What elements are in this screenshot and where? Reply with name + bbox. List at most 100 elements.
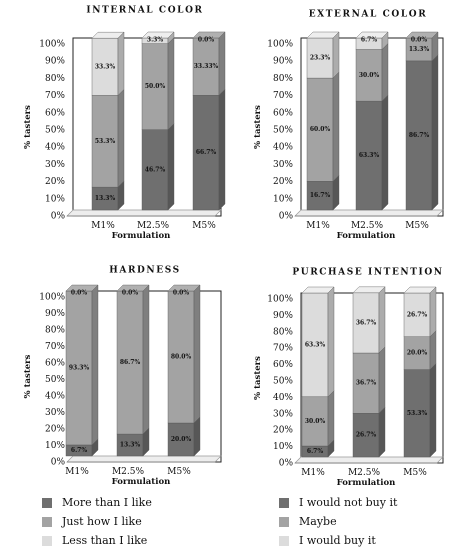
chart-title: PURCHASE INTENTION (292, 268, 443, 278)
data-label: 36.7% (356, 380, 377, 387)
x-tick-label: M2.5% (351, 221, 384, 231)
legend-right-label: I would not buy it (299, 496, 398, 509)
bar-side (430, 287, 436, 337)
bar-side (92, 285, 98, 445)
chart-external-color: EXTERNAL COLOR0%10%20%30%40%50%60%70%80%… (253, 10, 443, 242)
y-tick-label: 60% (273, 360, 293, 370)
x-axis-label: Formulation (337, 478, 396, 488)
bar-side (194, 285, 200, 423)
data-label: 86.7% (409, 132, 430, 139)
data-label: 3.3% (147, 37, 163, 44)
y-tick-label: 60% (45, 359, 65, 369)
y-tick-label: 100% (39, 293, 65, 303)
y-tick-label: 40% (45, 392, 65, 402)
y-tick-label: 40% (45, 143, 65, 153)
y-tick-label: 40% (273, 143, 293, 153)
y-tick-label: 90% (273, 57, 293, 67)
y-tick-label: 80% (45, 74, 65, 84)
bar-side (432, 55, 438, 210)
chart-purchase-intention: PURCHASE INTENTION0%10%20%30%40%50%60%70… (253, 268, 444, 489)
data-label: 53.3% (407, 410, 428, 417)
chart-title: HARDNESS (109, 266, 180, 276)
x-tick-label: M2.5% (112, 467, 145, 477)
y-tick-label: 30% (45, 160, 65, 170)
data-label: 6.7% (307, 448, 323, 455)
data-label: 0.0% (122, 290, 138, 297)
data-label: 26.7% (407, 311, 428, 318)
y-tick-label: 10% (273, 442, 293, 452)
data-label: 13.3% (409, 46, 430, 53)
y-axis-label: % tasters (253, 105, 263, 149)
y-tick-label: 10% (45, 194, 65, 204)
bar-side (333, 72, 339, 181)
data-label: 0.0% (411, 37, 427, 44)
y-tick-label: 60% (273, 108, 293, 118)
x-tick-label: M5% (192, 221, 216, 231)
x-tick-label: M2.5% (348, 468, 381, 478)
y-axis-label: % tasters (23, 105, 33, 149)
bar-side (333, 32, 339, 78)
data-label: 20.0% (407, 350, 428, 357)
legend-right-label: Maybe (299, 515, 337, 528)
bar-side (219, 32, 225, 95)
x-tick-label: M1% (306, 221, 330, 231)
x-axis-label: Formulation (337, 231, 396, 241)
bar-side (168, 124, 174, 210)
floor (67, 210, 221, 216)
bar-side (379, 407, 385, 457)
x-axis-label: Formulation (112, 231, 171, 241)
y-tick-label: 0% (51, 458, 66, 468)
y-tick-label: 50% (273, 377, 293, 387)
y-tick-label: 50% (45, 375, 65, 385)
bar-side (328, 287, 334, 397)
y-tick-label: 0% (279, 459, 294, 469)
legend-left-swatch (42, 517, 52, 527)
data-label: 30.0% (359, 72, 380, 79)
bar-side (382, 44, 388, 102)
floor (295, 457, 443, 463)
legend-left-swatch (42, 498, 52, 508)
y-tick-label: 30% (273, 160, 293, 170)
bar-side (168, 38, 174, 130)
x-tick-label: M1% (65, 467, 89, 477)
y-tick-label: 70% (45, 342, 65, 352)
y-tick-label: 80% (273, 327, 293, 337)
data-label: 6.7% (361, 37, 377, 44)
legend-left-label: Just how I like (61, 515, 142, 528)
y-tick-label: 100% (267, 40, 293, 50)
bar-side (430, 331, 436, 370)
data-label: 33.33% (194, 63, 219, 70)
data-label: 23.3% (310, 55, 331, 62)
y-tick-label: 20% (45, 177, 65, 187)
chart-title: INTERNAL COLOR (86, 6, 203, 16)
legend: More than I like Just how I like Less than… (42, 496, 398, 547)
data-label: 46.7% (145, 166, 166, 173)
data-label: 30.0% (305, 418, 326, 425)
x-tick-label: M5% (403, 468, 427, 478)
y-tick-label: 50% (45, 126, 65, 136)
x-tick-label: M5% (167, 467, 191, 477)
y-tick-label: 100% (39, 40, 65, 50)
y-tick-label: 80% (273, 74, 293, 84)
data-label: 16.7% (310, 192, 331, 199)
y-tick-label: 70% (273, 91, 293, 101)
floor (295, 210, 443, 216)
bar-side (379, 287, 385, 353)
data-label: 13.3% (95, 195, 116, 202)
y-tick-label: 20% (45, 425, 65, 435)
legend-right-swatch (279, 536, 289, 546)
y-tick-label: 40% (273, 393, 293, 403)
bar-side (382, 95, 388, 210)
chart-internal-color: INTERNAL COLOR 0% 10% 20% 30% 40% 50% 60% 70% 80%… (23, 6, 225, 242)
legend-right-swatch (279, 517, 289, 527)
y-tick-label: 100% (267, 295, 293, 305)
data-label: 63.3% (305, 341, 326, 348)
data-label: 63.3% (359, 152, 380, 159)
data-label: 33.3% (95, 63, 116, 70)
data-label: 66.7% (196, 149, 217, 156)
x-tick-label: M1% (301, 468, 325, 478)
data-label: 80.0% (171, 354, 192, 361)
y-tick-label: 50% (273, 126, 293, 136)
bar-side (379, 347, 385, 413)
